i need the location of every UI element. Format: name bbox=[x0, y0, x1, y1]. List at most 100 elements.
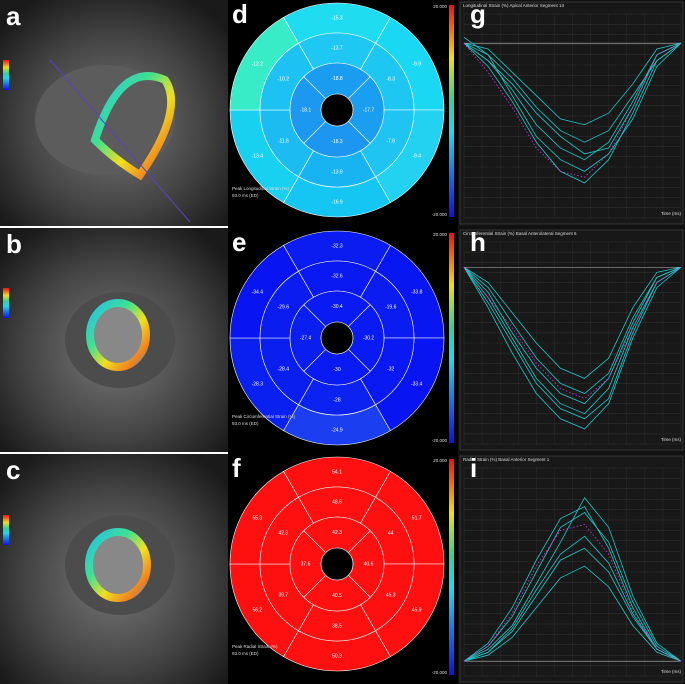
segment-label: -29.6 bbox=[278, 304, 290, 310]
caption: Peak Radial Strain (%) bbox=[232, 644, 278, 649]
strain-curve bbox=[463, 266, 682, 400]
strain-curve bbox=[463, 547, 682, 662]
colorbar-min: -20.000 bbox=[432, 670, 448, 675]
strain-curve bbox=[463, 535, 682, 662]
subcaption: 93.0 ms (ED) bbox=[232, 651, 259, 656]
colorbar bbox=[449, 459, 454, 675]
segment-label: 37.6 bbox=[301, 561, 311, 567]
strain-curve bbox=[463, 42, 682, 143]
segment-label: 45.9 bbox=[412, 607, 422, 613]
mini-colorbar bbox=[3, 288, 9, 318]
segment-label: -19.6 bbox=[385, 304, 397, 310]
strain-curve bbox=[463, 266, 682, 430]
x-label: Time (ms) bbox=[661, 669, 682, 674]
segment-label: -13.7 bbox=[331, 45, 343, 51]
strain-curve bbox=[463, 42, 682, 155]
segment-label: 56.2 bbox=[252, 607, 262, 613]
strain-curve bbox=[463, 42, 682, 126]
segment-label: 38.5 bbox=[332, 623, 342, 629]
subcaption: 93.0 ms (ED) bbox=[232, 193, 259, 198]
segment-label: -8.3 bbox=[386, 76, 395, 82]
apex-hole bbox=[320, 93, 354, 127]
segment-label: 40.6 bbox=[364, 561, 374, 567]
segment-label: -28.4 bbox=[278, 366, 290, 372]
panel-letter: h bbox=[470, 227, 486, 257]
segment-label: -32.6 bbox=[331, 273, 343, 279]
colorbar-max: 20.000 bbox=[433, 4, 447, 9]
segment-label: -32.3 bbox=[331, 243, 343, 249]
segment-label: -33.8 bbox=[411, 289, 423, 295]
curve-header: Longitudinal Strain (%) Apical Anterior … bbox=[463, 3, 565, 8]
segment-label: -12.2 bbox=[252, 61, 264, 67]
plot-area bbox=[459, 1, 684, 225]
subcaption: 93.0 ms (ED) bbox=[232, 421, 259, 426]
segment-label: 48.6 bbox=[332, 499, 342, 505]
segment-label: -7.6 bbox=[386, 138, 395, 144]
panel-letter: b bbox=[6, 229, 22, 259]
strain-curve bbox=[463, 506, 682, 662]
segment-label: 51.7 bbox=[412, 515, 422, 521]
segment-label: -9.9 bbox=[412, 61, 421, 67]
segment-label: 40.5 bbox=[332, 593, 342, 599]
mri-column bbox=[0, 0, 228, 684]
strain-curve bbox=[463, 266, 682, 394]
panel-letter: c bbox=[6, 455, 20, 485]
strain-overlay bbox=[85, 528, 151, 602]
segment-label: -28 bbox=[333, 397, 340, 403]
segment-label: -10.2 bbox=[278, 76, 290, 82]
panel-letter: d bbox=[232, 0, 248, 29]
apex-hole bbox=[320, 321, 354, 355]
segment-label: 54.1 bbox=[332, 469, 342, 475]
panel-letter: f bbox=[232, 453, 241, 483]
colorbar-min: -20.000 bbox=[432, 212, 448, 217]
segment-label: -15.3 bbox=[331, 15, 343, 21]
plot-area bbox=[459, 229, 684, 451]
strain-curve bbox=[463, 42, 682, 184]
segment-label: 39.7 bbox=[278, 592, 288, 598]
segment-label: 50.3 bbox=[332, 653, 342, 659]
panel-letter: i bbox=[470, 453, 477, 483]
panel-letter: g bbox=[470, 0, 486, 29]
segment-label: -24.9 bbox=[331, 427, 343, 433]
colorbar-max: 20.000 bbox=[433, 232, 447, 237]
dynamic-layer: -15.3 -9.9 -9.4 -16.9 -13.4 -12.2 -13.7 -8.3 -7.… bbox=[6, 0, 684, 683]
apex-hole bbox=[320, 547, 354, 581]
segment-label: -34.4 bbox=[252, 289, 264, 295]
colorbar-max: 20.000 bbox=[433, 458, 447, 463]
segment-label: -9.4 bbox=[412, 153, 421, 159]
segment-label: -11.6 bbox=[278, 138, 289, 144]
segment-label: -30.4 bbox=[331, 304, 343, 310]
segment-label: -33.4 bbox=[411, 381, 423, 387]
segment-label: -30.2 bbox=[363, 335, 375, 341]
segment-label: -32 bbox=[387, 366, 394, 372]
curve-header: Radial Strain (%) Basal Anterior Segment… bbox=[463, 457, 550, 462]
strain-curve bbox=[463, 565, 682, 662]
x-label: Time (ms) bbox=[661, 211, 682, 216]
segment-label: -27.4 bbox=[300, 335, 312, 341]
mini-colorbar bbox=[3, 515, 9, 545]
strain-overlay bbox=[86, 299, 150, 371]
strain-curve bbox=[463, 266, 682, 379]
segment-label: -16.9 bbox=[331, 199, 343, 205]
strain-curve bbox=[463, 266, 682, 420]
segment-label: -18.8 bbox=[331, 76, 343, 82]
strain-curve bbox=[463, 266, 682, 405]
segment-label: 42.3 bbox=[332, 530, 342, 536]
segment-label: -13.4 bbox=[252, 153, 264, 159]
colorbar bbox=[449, 233, 454, 443]
segment-label: 45.3 bbox=[386, 592, 396, 598]
panel-letter: a bbox=[6, 1, 21, 31]
segment-label: 55.3 bbox=[252, 515, 262, 521]
strain-curve bbox=[463, 524, 682, 662]
panel-letter: e bbox=[232, 227, 246, 257]
axis-line bbox=[49, 59, 191, 223]
x-label: Time (ms) bbox=[661, 437, 682, 442]
segment-label: -18.1 bbox=[300, 107, 312, 113]
segment-label: -13.9 bbox=[331, 169, 343, 175]
caption: Peak Longitudinal Strain (%) bbox=[232, 186, 290, 191]
caption: Peak Circumferential Strain (%) bbox=[232, 414, 296, 419]
curve-header: Circumferential Strain (%) Basal Anterol… bbox=[463, 231, 577, 236]
segment-label: -28.3 bbox=[252, 381, 264, 387]
segment-label: -30 bbox=[333, 367, 340, 373]
